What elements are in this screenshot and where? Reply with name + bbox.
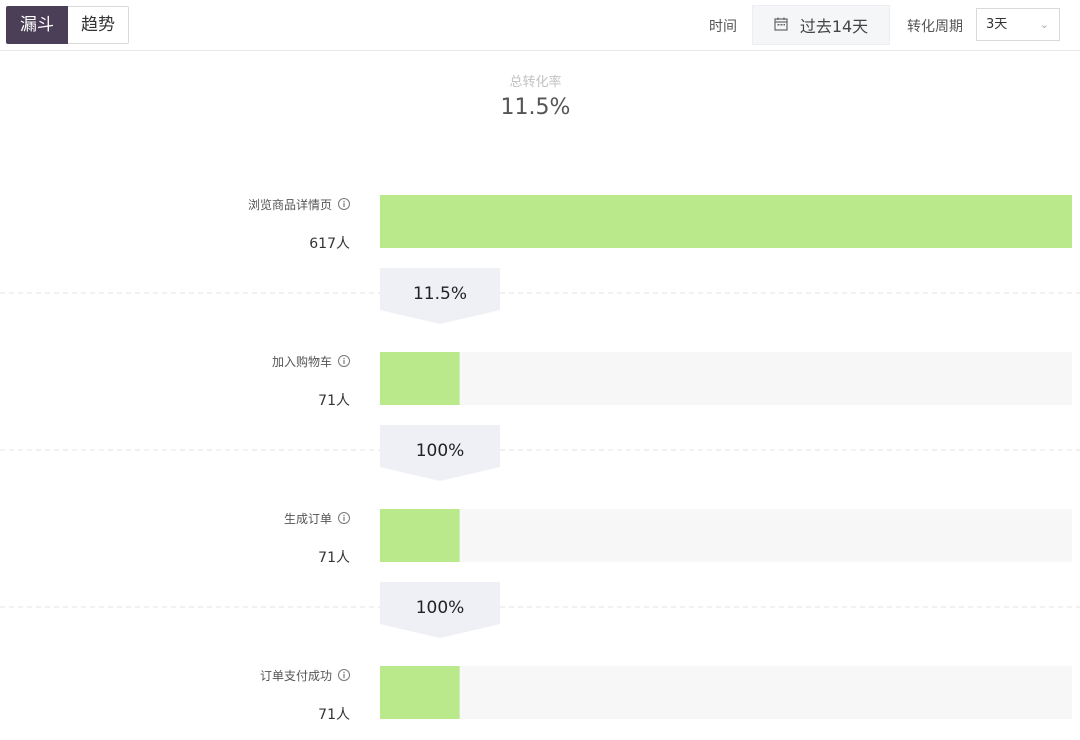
conversion-cycle-select[interactable]: 3天 ⌄ xyxy=(976,8,1060,41)
funnel-step-label: 订单支付成功 xyxy=(260,669,332,683)
date-range-button[interactable]: 过去14天 xyxy=(752,5,890,45)
conversion-arrow xyxy=(380,268,500,324)
info-icon xyxy=(338,355,350,367)
conversion-arrow xyxy=(380,425,500,481)
funnel-step-label: 加入购物车 xyxy=(272,354,332,369)
date-range-label: 过去14天 xyxy=(799,17,869,36)
total-conversion-title: 总转化率 xyxy=(509,75,562,90)
funnel-bar xyxy=(380,509,460,562)
conversion-rate: 11.5% xyxy=(413,284,467,304)
funnel-bar xyxy=(380,352,460,405)
conversion-rate: 100% xyxy=(416,598,465,618)
tab-trend[interactable]: 趋势 xyxy=(68,6,129,44)
info-icon xyxy=(338,669,350,681)
info-icon xyxy=(338,198,350,210)
chevron-down-icon: ⌄ xyxy=(1039,18,1049,31)
conversion-arrow xyxy=(380,582,500,638)
funnel-step-count: 71人 xyxy=(318,707,350,723)
tab-funnel[interactable]: 漏斗 xyxy=(6,6,68,44)
funnel-step-count: 71人 xyxy=(318,550,350,566)
funnel-step-count: 617人 xyxy=(309,236,350,252)
funnel-bar xyxy=(380,195,1072,248)
view-tabs: 漏斗 趋势 xyxy=(6,6,129,44)
funnel-bar xyxy=(380,666,460,719)
funnel-step-label: 浏览商品详情页 xyxy=(248,197,332,212)
calendar-icon xyxy=(774,16,788,35)
toolbar: 漏斗 趋势 时间 过去14天 转化周期 3天 ⌄ xyxy=(0,0,1080,51)
funnel-chart: 浏览商品详情页 617人 11.5% 加入购物车 71人 100% 生成订单 71人 100% 订… xyxy=(0,195,1080,723)
funnel-step-label: 生成订单 xyxy=(284,512,332,526)
funnel-bar-track xyxy=(380,352,1072,405)
info-icon xyxy=(338,512,350,524)
time-label: 时间 xyxy=(709,19,737,35)
total-conversion-value: 11.5% xyxy=(500,95,571,120)
conversion-cycle-value: 3天 xyxy=(986,17,1008,32)
funnel-bar-track xyxy=(380,666,1072,719)
funnel-step-count: 71人 xyxy=(318,393,350,409)
conversion-cycle-label: 转化周期 xyxy=(907,19,963,35)
funnel-bar-track xyxy=(380,509,1072,562)
conversion-rate: 100% xyxy=(416,441,465,461)
